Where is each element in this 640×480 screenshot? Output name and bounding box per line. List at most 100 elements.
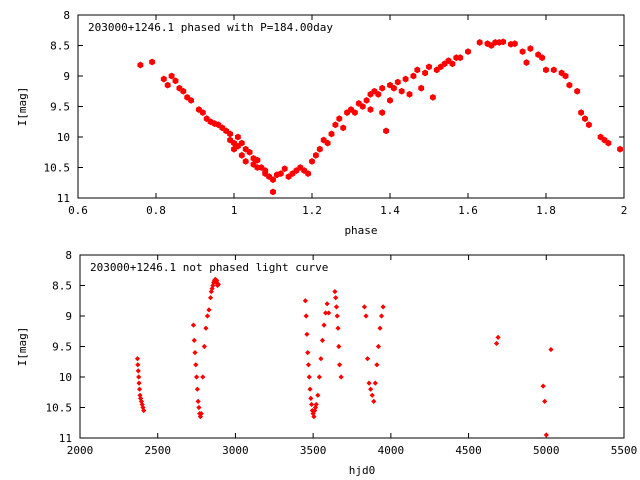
data-point <box>316 145 323 153</box>
data-point <box>383 127 390 135</box>
data-point <box>394 78 401 86</box>
data-point <box>493 340 500 347</box>
data-point <box>135 362 141 368</box>
data-point <box>335 325 341 331</box>
x-tick-label: 0.6 <box>68 204 88 217</box>
data-point <box>160 75 167 83</box>
data-point <box>164 81 171 89</box>
data-point <box>313 401 319 408</box>
y-tick-label: 10.5 <box>46 402 73 415</box>
data-point <box>262 167 269 174</box>
data-point <box>305 170 312 177</box>
data-point <box>380 304 386 310</box>
data-point <box>377 325 383 331</box>
x-tick-label: 1.4 <box>380 204 400 217</box>
data-point <box>359 103 366 110</box>
data-point <box>476 39 483 46</box>
data-point <box>429 93 436 101</box>
data-point <box>398 87 405 95</box>
data-point <box>318 356 324 362</box>
data-point <box>578 109 585 116</box>
data-point <box>316 374 322 380</box>
data-point <box>539 54 546 62</box>
data-point <box>136 380 142 386</box>
data-point <box>309 158 315 165</box>
data-point <box>310 411 316 417</box>
data-point <box>190 322 197 328</box>
data-point <box>422 69 429 77</box>
data-point <box>188 97 195 104</box>
y-tick-label: 8.5 <box>52 280 72 293</box>
data-point <box>336 343 342 350</box>
data-point <box>238 139 245 147</box>
data-point <box>333 295 339 301</box>
data-point <box>206 307 212 313</box>
data-point <box>511 40 518 48</box>
data-point <box>141 407 147 414</box>
data-point <box>204 313 211 319</box>
data-point <box>324 301 330 307</box>
data-point <box>307 386 313 392</box>
data-point <box>234 133 241 141</box>
data-point <box>379 84 386 92</box>
data-point <box>324 139 331 147</box>
data-point <box>402 75 409 83</box>
data-point <box>363 313 369 319</box>
x-tick-label: 1.2 <box>302 204 322 217</box>
x-tick-label: 1 <box>231 204 238 217</box>
x-axis-label: phase <box>344 224 377 237</box>
data-point <box>465 48 471 55</box>
data-point <box>281 165 288 173</box>
x-tick-label: 0.8 <box>146 204 166 217</box>
x-tick-label: 3500 <box>300 444 327 457</box>
data-point <box>172 77 179 85</box>
data-point <box>192 350 198 356</box>
data-point <box>410 72 417 80</box>
y-tick-label: 8 <box>65 249 72 262</box>
data-point <box>315 392 321 398</box>
data-point <box>137 61 144 69</box>
x-axis-label: hjd0 <box>349 464 376 477</box>
data-point <box>277 170 284 177</box>
data-point <box>550 66 557 74</box>
data-point <box>562 72 569 80</box>
data-point <box>270 176 276 184</box>
x-tick-label: 4000 <box>378 444 405 457</box>
data-point <box>308 395 314 401</box>
data-point <box>312 404 319 411</box>
y-tick-label: 8 <box>63 9 70 22</box>
data-point <box>242 158 249 165</box>
data-point <box>321 322 327 328</box>
data-point <box>375 343 382 350</box>
y-tick-label: 9 <box>65 310 72 323</box>
data-point <box>134 356 141 362</box>
data-point <box>406 90 413 98</box>
y-tick-label: 8.5 <box>50 40 70 53</box>
data-point <box>200 374 206 380</box>
data-point <box>361 304 368 310</box>
data-point <box>500 38 507 46</box>
data-point <box>303 313 309 319</box>
data-point <box>378 313 385 319</box>
data-point <box>214 278 220 284</box>
data-point <box>543 432 549 438</box>
data-point <box>238 151 245 159</box>
data-point <box>582 115 588 123</box>
data-point <box>495 334 501 340</box>
data-point <box>338 374 344 380</box>
data-point <box>196 404 202 411</box>
data-point <box>312 151 319 159</box>
data-point <box>519 48 526 55</box>
data-point <box>326 310 332 316</box>
data-point <box>367 106 374 113</box>
data-point <box>254 156 261 164</box>
data-point <box>246 148 253 156</box>
data-point <box>566 81 573 89</box>
data-point <box>414 66 421 74</box>
data-point <box>375 90 382 98</box>
data-point <box>332 121 339 129</box>
data-point <box>543 66 549 74</box>
data-point <box>305 350 311 356</box>
x-tick-label: 2500 <box>144 444 171 457</box>
